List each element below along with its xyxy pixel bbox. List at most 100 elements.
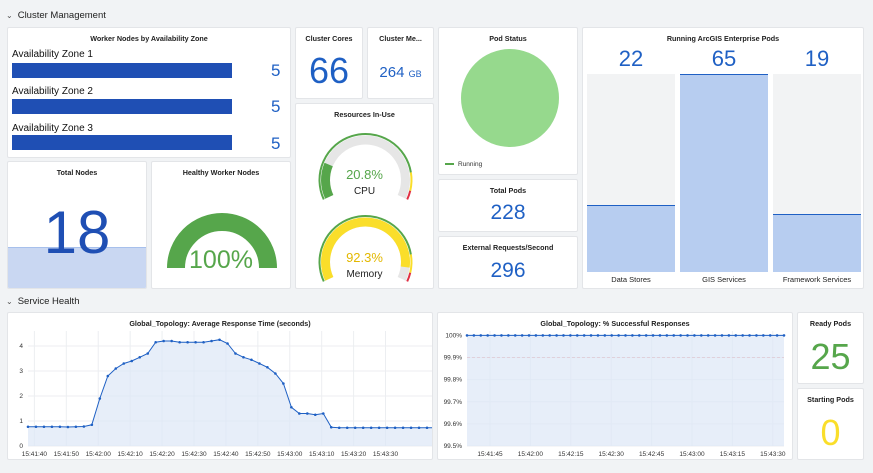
data-point (637, 334, 641, 337)
data-point (617, 334, 620, 337)
x-tick-label: 15:43:30 (373, 451, 399, 458)
bar-label: GIS Services (702, 275, 746, 284)
data-point (154, 340, 157, 344)
zone-label: Availability Zone 1 (12, 49, 93, 60)
data-point (465, 334, 469, 337)
data-point (74, 425, 78, 429)
panel-title: Cluster Me... (379, 34, 422, 43)
data-point (562, 334, 565, 337)
series-area (28, 339, 432, 446)
series-area (467, 335, 784, 446)
cpu-gauge-threshold-warn (409, 172, 413, 191)
external-requests-value: 296 (490, 259, 526, 282)
y-tick-label: 99.9% (444, 355, 463, 362)
zone-bar (12, 135, 232, 150)
panel-pod-status: Pod Status Running (438, 27, 578, 175)
zone-value: 5 (271, 134, 281, 153)
panel-title: Ready Pods (809, 319, 852, 328)
data-point (282, 382, 285, 385)
row-cluster-management[interactable]: ⌄ Cluster Management (6, 10, 106, 21)
x-tick-label: 15:42:40 (213, 451, 239, 458)
row-service-health[interactable]: ⌄ Service Health (6, 296, 79, 307)
running-pods-bars: 22 Data Stores 65 GIS Services 19 Framework S… (583, 28, 863, 288)
zone-bar (12, 99, 232, 114)
data-point (610, 334, 614, 337)
data-point (417, 426, 421, 430)
data-point (479, 334, 483, 337)
data-point (734, 334, 738, 337)
data-point (170, 339, 173, 343)
x-tick-label: 15:41:40 (22, 451, 48, 458)
panel-cluster-memory: Cluster Me... 264 GB (367, 27, 434, 99)
data-point (425, 426, 429, 430)
x-tick-label: 15:42:30 (181, 451, 207, 458)
data-point (755, 334, 758, 337)
bar-label: Framework Services (782, 275, 852, 284)
bar-gis-services (680, 74, 768, 272)
data-point (377, 426, 381, 430)
panel-title: Total Pods (489, 186, 527, 195)
data-point (66, 425, 70, 429)
memory-label: Memory (346, 269, 383, 280)
cluster-cores-value: 66 (308, 50, 350, 91)
panel-title: Starting Pods (807, 395, 854, 404)
data-point (686, 334, 689, 337)
data-point (748, 334, 751, 337)
y-tick-label: 99.5% (444, 443, 463, 450)
chevron-down-icon: ⌄ (6, 297, 13, 306)
data-point (250, 358, 253, 362)
data-point (345, 426, 349, 430)
data-point (42, 425, 46, 429)
data-point (98, 397, 102, 400)
panel-ready-pods: Ready Pods 25 (797, 312, 864, 384)
panel-external-requests: External Requests/Second 296 (438, 236, 578, 289)
y-tick-label: 100% (445, 332, 462, 339)
data-point (720, 334, 724, 337)
data-point (114, 367, 118, 370)
panel-avg-response: Global_Topology: Average Response Time (… (7, 312, 433, 460)
memory-value: 92.3% (346, 250, 383, 265)
panel-running-pods: Running ArcGIS Enterprise Pods 22 Data St… (582, 27, 864, 289)
x-tick-label: 15:42:30 (599, 451, 625, 458)
data-point (122, 362, 126, 365)
cluster-memory-readout: 264 GB (368, 64, 433, 81)
data-point (644, 334, 648, 337)
data-point (82, 425, 86, 428)
x-tick-label: 15:43:15 (720, 451, 746, 458)
data-point (369, 426, 373, 430)
pod-status-legend[interactable]: Running (445, 161, 482, 168)
data-point (555, 334, 558, 337)
success-rate-chart: 99.5% 99.6% 99.7% 99.8% 99.9% 100% 15:41:45 15:… (444, 331, 786, 458)
data-point (146, 352, 150, 355)
panel-title: Resources In-Use (334, 110, 395, 119)
data-point (258, 362, 261, 365)
healthy-workers-value: 100% (189, 246, 253, 274)
series-line (28, 339, 432, 429)
data-point (218, 338, 221, 342)
data-point (665, 334, 669, 337)
data-point (624, 334, 627, 337)
healthy-gauge (167, 213, 277, 269)
panel-title: Healthy Worker Nodes (182, 168, 260, 177)
data-point (513, 334, 517, 337)
data-point (242, 355, 245, 359)
zone-label: Availability Zone 3 (12, 123, 93, 134)
data-point (353, 426, 357, 430)
data-point (569, 334, 572, 337)
data-point (500, 334, 503, 337)
x-tick-label: 15:42:00 (518, 451, 544, 458)
row-title-cluster: Cluster Management (17, 10, 106, 21)
data-point (34, 425, 38, 429)
zone-bar (12, 63, 232, 78)
zone-value: 5 (271, 61, 281, 80)
data-point (329, 425, 333, 429)
data-point (26, 425, 30, 429)
avg-response-chart: 0 1 2 3 4 15:41:40 15:41:50 15:42:00 15:42:10 15:… (19, 331, 432, 458)
data-point (90, 423, 94, 427)
panel-resources: Resources In-Use 20.8% CPU 92.3% Memory (295, 103, 434, 289)
y-tick-label: 4 (19, 343, 23, 350)
data-point (575, 334, 579, 337)
bar-framework-services (773, 214, 861, 272)
data-point (582, 334, 586, 337)
data-point (361, 426, 365, 430)
